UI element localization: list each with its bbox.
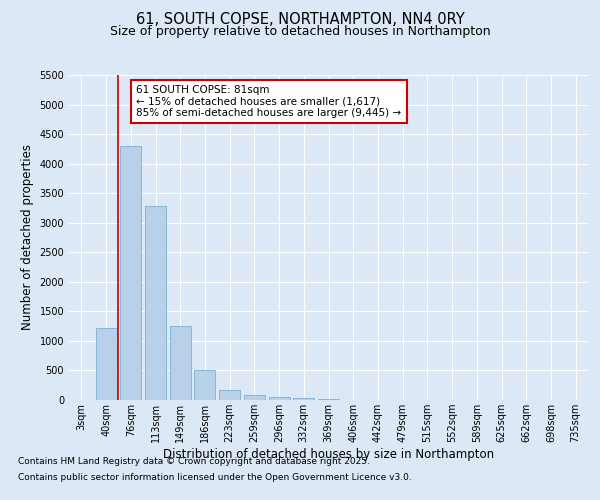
Text: Contains public sector information licensed under the Open Government Licence v3: Contains public sector information licen…	[18, 472, 412, 482]
Bar	[170, 326, 191, 400]
Bar	[293, 398, 314, 400]
Bar	[194, 370, 215, 400]
Y-axis label: Number of detached properties: Number of detached properties	[21, 144, 34, 330]
Bar	[269, 397, 290, 400]
Bar	[244, 394, 265, 400]
Bar	[95, 328, 116, 400]
X-axis label: Distribution of detached houses by size in Northampton: Distribution of detached houses by size …	[163, 448, 494, 461]
Bar	[145, 206, 166, 400]
Bar	[318, 399, 339, 400]
Text: Contains HM Land Registry data © Crown copyright and database right 2025.: Contains HM Land Registry data © Crown c…	[18, 458, 370, 466]
Text: 61, SOUTH COPSE, NORTHAMPTON, NN4 0RY: 61, SOUTH COPSE, NORTHAMPTON, NN4 0RY	[136, 12, 464, 28]
Text: Size of property relative to detached houses in Northampton: Size of property relative to detached ho…	[110, 25, 490, 38]
Text: 61 SOUTH COPSE: 81sqm
← 15% of detached houses are smaller (1,617)
85% of semi-d: 61 SOUTH COPSE: 81sqm ← 15% of detached …	[136, 84, 401, 118]
Bar	[219, 390, 240, 400]
Bar	[120, 146, 141, 400]
